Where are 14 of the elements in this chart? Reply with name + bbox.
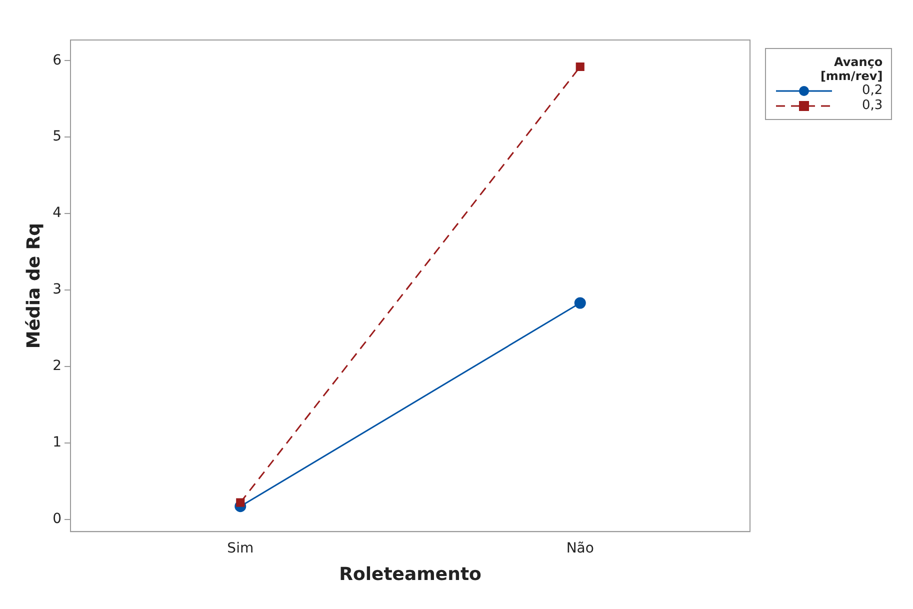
y-tick-label: 2 (52, 358, 62, 374)
x-tick-label: Sim (227, 540, 254, 557)
y-tick-label: 5 (52, 128, 62, 145)
y-tick-label: 4 (52, 205, 62, 222)
legend-label: 0,3 (862, 98, 883, 113)
legend-title: Avanço [mm/rev] (819, 55, 883, 83)
x-axis-title: Roleteamento (339, 564, 482, 585)
legend-label: 0,2 (862, 83, 883, 98)
y-tick-label: 0 (52, 511, 62, 528)
y-tick-label: 1 (52, 434, 62, 451)
y-tick-label: 6 (52, 52, 62, 68)
x-tick-label: Não (566, 540, 594, 557)
y-tick-label: 3 (52, 282, 62, 298)
y-axis-title: Média de Rq (23, 222, 44, 349)
